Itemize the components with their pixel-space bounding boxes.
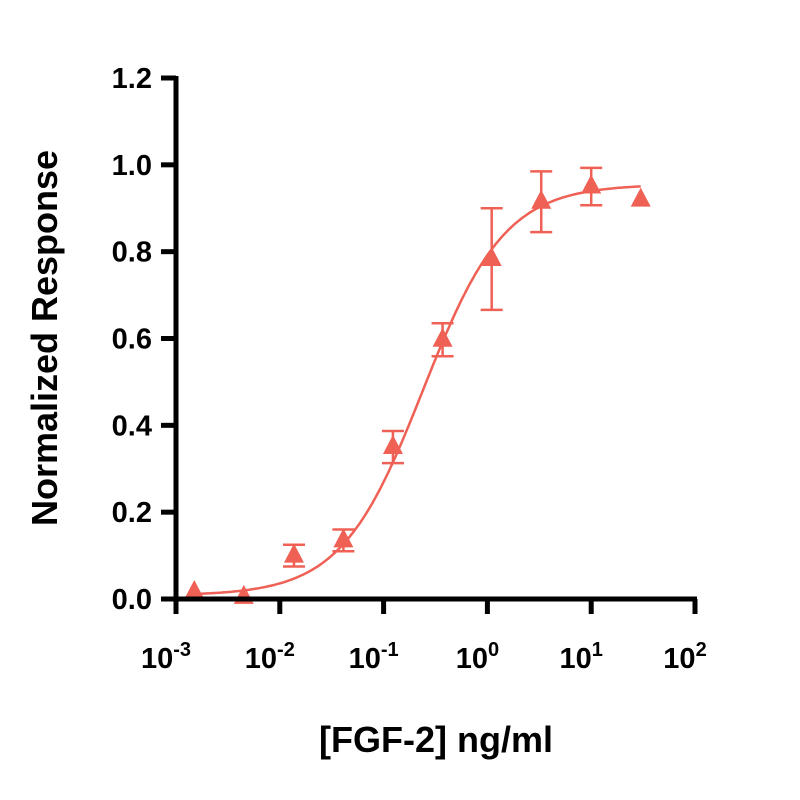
data-point (333, 528, 354, 548)
x-tick-label: 102 (663, 639, 706, 675)
x-tick-label: 10-3 (141, 639, 191, 675)
y-tick-label: 1.0 (112, 150, 152, 182)
data-point (184, 580, 205, 600)
data-point (432, 327, 453, 347)
y-tick-label: 0.0 (112, 584, 152, 616)
data-point (531, 189, 552, 209)
x-tick-label: 101 (560, 639, 603, 675)
data-point (382, 435, 403, 455)
data-point (283, 543, 304, 563)
x-tick-label: 100 (456, 639, 499, 675)
x-tick-label: 10-2 (245, 639, 295, 675)
data-point (581, 174, 602, 194)
y-tick-label: 0.8 (112, 237, 152, 269)
fit-curve (194, 185, 641, 596)
x-axis-label: [FGF-2] ng/ml (319, 719, 553, 760)
y-tick-label: 0.6 (112, 324, 152, 356)
y-tick-label: 1.2 (112, 63, 152, 95)
y-tick-label: 0.2 (112, 497, 152, 529)
data-point (630, 187, 651, 207)
y-axis-label: Normalized Response (24, 150, 65, 526)
data-point (481, 247, 502, 267)
x-tick-label: 10-1 (349, 639, 399, 675)
y-tick-label: 0.4 (112, 410, 152, 442)
